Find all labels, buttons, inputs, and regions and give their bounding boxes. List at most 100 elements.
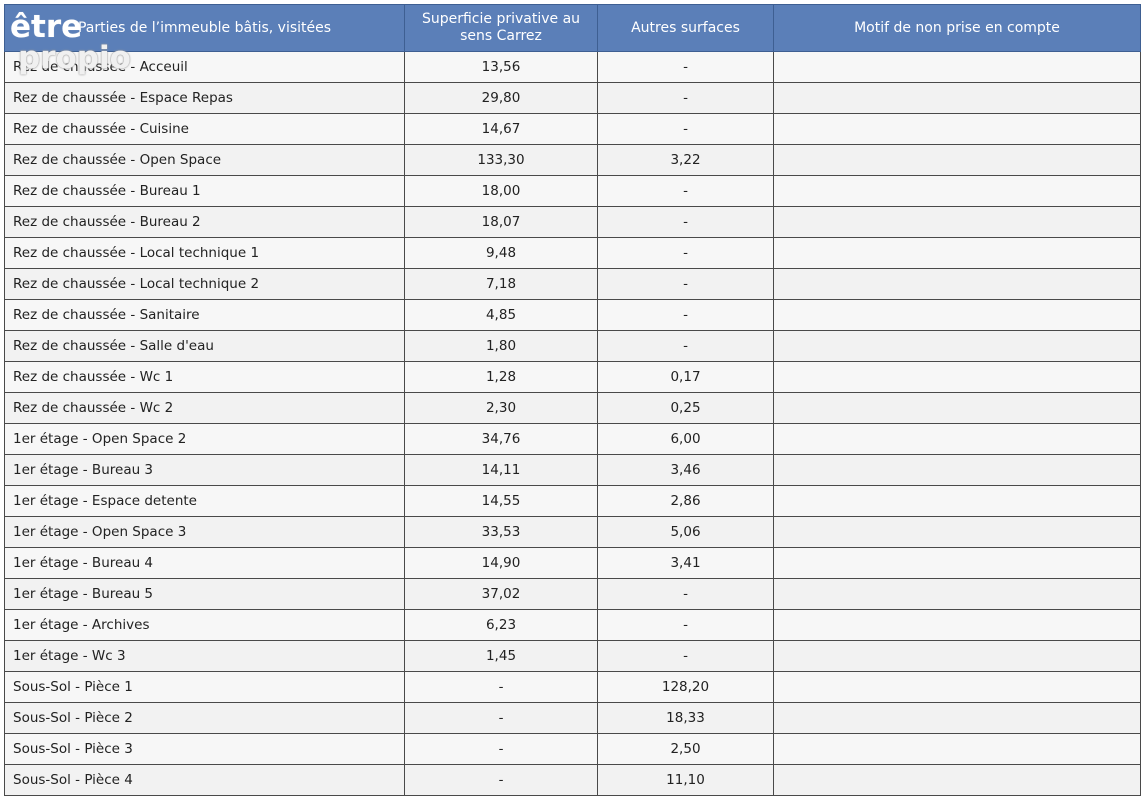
cell-autres-surfaces: 3,41	[597, 547, 774, 579]
table-row: 1er étage - Bureau 4 14,90 3,41	[4, 547, 1141, 579]
cell-partie: Sous-Sol - Pièce 1	[4, 671, 405, 703]
table-row: 1er étage - Wc 3 1,45-	[4, 640, 1141, 672]
cell-partie: Rez de chaussée - Cuisine	[4, 113, 405, 145]
cell-superficie-carrez: 34,76	[404, 423, 598, 455]
cell-autres-surfaces: -	[597, 82, 774, 114]
table-row: Rez de chaussée - Espace Repas 29,80-	[4, 82, 1141, 114]
table-row: 1er étage - Open Space 3 33,53 5,06	[4, 516, 1141, 548]
cell-motif	[773, 578, 1141, 610]
cell-superficie-carrez: 7,18	[404, 268, 598, 300]
cell-superficie-carrez: 14,67	[404, 113, 598, 145]
cell-autres-surfaces: -	[597, 640, 774, 672]
table-row: 1er étage - Espace detente 14,55 2,86	[4, 485, 1141, 517]
cell-partie: Sous-Sol - Pièce 3	[4, 733, 405, 765]
table-row: Rez de chaussée - Wc 2 2,30 0,25	[4, 392, 1141, 424]
cell-autres-surfaces: 2,50	[597, 733, 774, 765]
table-row: Rez de chaussée - Wc 1 1,28 0,17	[4, 361, 1141, 393]
cell-superficie-carrez: 14,90	[404, 547, 598, 579]
cell-motif	[773, 702, 1141, 734]
cell-partie: Rez de chaussée - Sanitaire	[4, 299, 405, 331]
cell-superficie-carrez: 13,56	[404, 51, 598, 83]
cell-superficie-carrez: -	[404, 671, 598, 703]
cell-autres-surfaces: -	[597, 175, 774, 207]
cell-autres-surfaces: -	[597, 609, 774, 641]
cell-superficie-carrez: 18,07	[404, 206, 598, 238]
cell-motif	[773, 206, 1141, 238]
cell-partie: 1er étage - Bureau 3	[4, 454, 405, 486]
cell-superficie-carrez: 6,23	[404, 609, 598, 641]
cell-partie: Rez de chaussée - Local technique 2	[4, 268, 405, 300]
header-superficie-carrez: Superficie privative au sens Carrez	[404, 4, 598, 52]
table-row: 1er étage - Bureau 3 14,11 3,46	[4, 454, 1141, 486]
table-row: Rez de chaussée - Cuisine 14,67-	[4, 113, 1141, 145]
cell-superficie-carrez: 2,30	[404, 392, 598, 424]
table-row: Sous-Sol - Pièce 3-2,50	[4, 733, 1141, 765]
table-header-row: Parties de l’immeuble bâtis, visitées Su…	[4, 4, 1141, 52]
table-body: Rez de chaussée - Acceuil 13,56- Rez de ch…	[4, 51, 1141, 796]
cell-superficie-carrez: 133,30	[404, 144, 598, 176]
cell-motif	[773, 82, 1141, 114]
cell-motif	[773, 392, 1141, 424]
cell-partie: Rez de chaussée - Espace Repas	[4, 82, 405, 114]
surface-table-container: Parties de l’immeuble bâtis, visitées Su…	[4, 4, 1141, 796]
table-row: Sous-Sol - Pièce 4-11,10	[4, 764, 1141, 796]
cell-superficie-carrez: 4,85	[404, 299, 598, 331]
cell-superficie-carrez: 1,28	[404, 361, 598, 393]
cell-motif	[773, 640, 1141, 672]
cell-autres-surfaces: 6,00	[597, 423, 774, 455]
cell-motif	[773, 51, 1141, 83]
cell-autres-surfaces: -	[597, 206, 774, 238]
cell-superficie-carrez: -	[404, 702, 598, 734]
table-row: Rez de chaussée - Local technique 1 9,48-	[4, 237, 1141, 269]
table-row: Rez de chaussée - Salle d'eau 1,80-	[4, 330, 1141, 362]
cell-partie: 1er étage - Archives	[4, 609, 405, 641]
cell-partie: Rez de chaussée - Bureau 2	[4, 206, 405, 238]
cell-autres-surfaces: -	[597, 268, 774, 300]
cell-autres-surfaces: -	[597, 578, 774, 610]
cell-partie: Rez de chaussée - Bureau 1	[4, 175, 405, 207]
cell-partie: Sous-Sol - Pièce 4	[4, 764, 405, 796]
cell-autres-surfaces: -	[597, 330, 774, 362]
table-row: Sous-Sol - Pièce 1-128,20	[4, 671, 1141, 703]
cell-autres-surfaces: 2,86	[597, 485, 774, 517]
cell-superficie-carrez: 1,80	[404, 330, 598, 362]
header-autres-surfaces: Autres surfaces	[597, 4, 774, 52]
table-row: Rez de chaussée - Sanitaire 4,85-	[4, 299, 1141, 331]
table-row: Rez de chaussée - Bureau 2 18,07-	[4, 206, 1141, 238]
cell-autres-surfaces: 18,33	[597, 702, 774, 734]
cell-motif	[773, 113, 1141, 145]
cell-partie: 1er étage - Wc 3	[4, 640, 405, 672]
cell-superficie-carrez: 33,53	[404, 516, 598, 548]
header-parties: Parties de l’immeuble bâtis, visitées	[4, 4, 405, 52]
cell-partie: Sous-Sol - Pièce 2	[4, 702, 405, 734]
table-row: 1er étage - Archives 6,23-	[4, 609, 1141, 641]
cell-superficie-carrez: 9,48	[404, 237, 598, 269]
cell-motif	[773, 237, 1141, 269]
table-row: Sous-Sol - Pièce 2-18,33	[4, 702, 1141, 734]
cell-motif	[773, 423, 1141, 455]
cell-autres-surfaces: 3,46	[597, 454, 774, 486]
cell-partie: 1er étage - Open Space 2	[4, 423, 405, 455]
cell-autres-surfaces: 0,25	[597, 392, 774, 424]
cell-autres-surfaces: 128,20	[597, 671, 774, 703]
cell-motif	[773, 144, 1141, 176]
cell-motif	[773, 671, 1141, 703]
cell-superficie-carrez: 37,02	[404, 578, 598, 610]
cell-autres-surfaces: 3,22	[597, 144, 774, 176]
cell-motif	[773, 268, 1141, 300]
cell-autres-surfaces: 11,10	[597, 764, 774, 796]
table-row: 1er étage - Open Space 2 34,76 6,00	[4, 423, 1141, 455]
cell-partie: 1er étage - Open Space 3	[4, 516, 405, 548]
cell-partie: Rez de chaussée - Wc 1	[4, 361, 405, 393]
cell-motif	[773, 516, 1141, 548]
cell-partie: 1er étage - Espace detente	[4, 485, 405, 517]
cell-motif	[773, 485, 1141, 517]
cell-superficie-carrez: 18,00	[404, 175, 598, 207]
surface-table: Parties de l’immeuble bâtis, visitées Su…	[4, 4, 1141, 796]
cell-motif	[773, 454, 1141, 486]
cell-superficie-carrez: -	[404, 764, 598, 796]
cell-superficie-carrez: 1,45	[404, 640, 598, 672]
cell-partie: Rez de chaussée - Wc 2	[4, 392, 405, 424]
table-row: Rez de chaussée - Bureau 1 18,00-	[4, 175, 1141, 207]
table-row: 1er étage - Bureau 5 37,02-	[4, 578, 1141, 610]
